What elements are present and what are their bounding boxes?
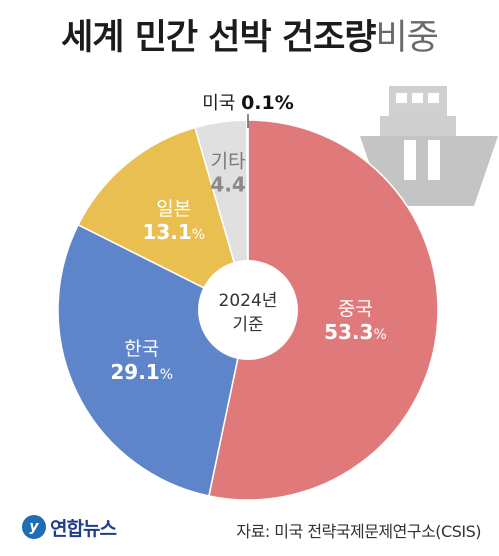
logo-text: 연합뉴스 <box>50 517 117 540</box>
title-sub: 비중 <box>375 18 438 58</box>
slice-korea <box>57 223 249 497</box>
slice-japan <box>77 126 250 312</box>
title-main: 세계 민간 선박 건조량 <box>61 18 376 58</box>
logo-mark: y <box>22 515 46 539</box>
center-label-year: 2024년 <box>219 291 278 311</box>
label-name-other: 기타 <box>211 150 246 172</box>
chart-title: 세계 민간 선박 건조량비중 <box>0 14 499 62</box>
label-name-china: 중국 <box>338 298 373 320</box>
source-note: 자료: 미국 전략국제문제연구소(CSIS) <box>236 522 481 541</box>
publisher-logo: y 연합뉴스 <box>22 512 117 542</box>
center-hole <box>198 260 298 360</box>
label-usa: 미국 0.1% <box>202 92 294 114</box>
label-name-korea: 한국 <box>124 338 159 360</box>
pie-slices <box>57 119 439 501</box>
label-value-other: 4.4 <box>210 172 245 196</box>
center-label-basis: 기준 <box>232 315 263 335</box>
label-name-japan: 일본 <box>156 198 191 220</box>
slice-china <box>207 119 439 501</box>
